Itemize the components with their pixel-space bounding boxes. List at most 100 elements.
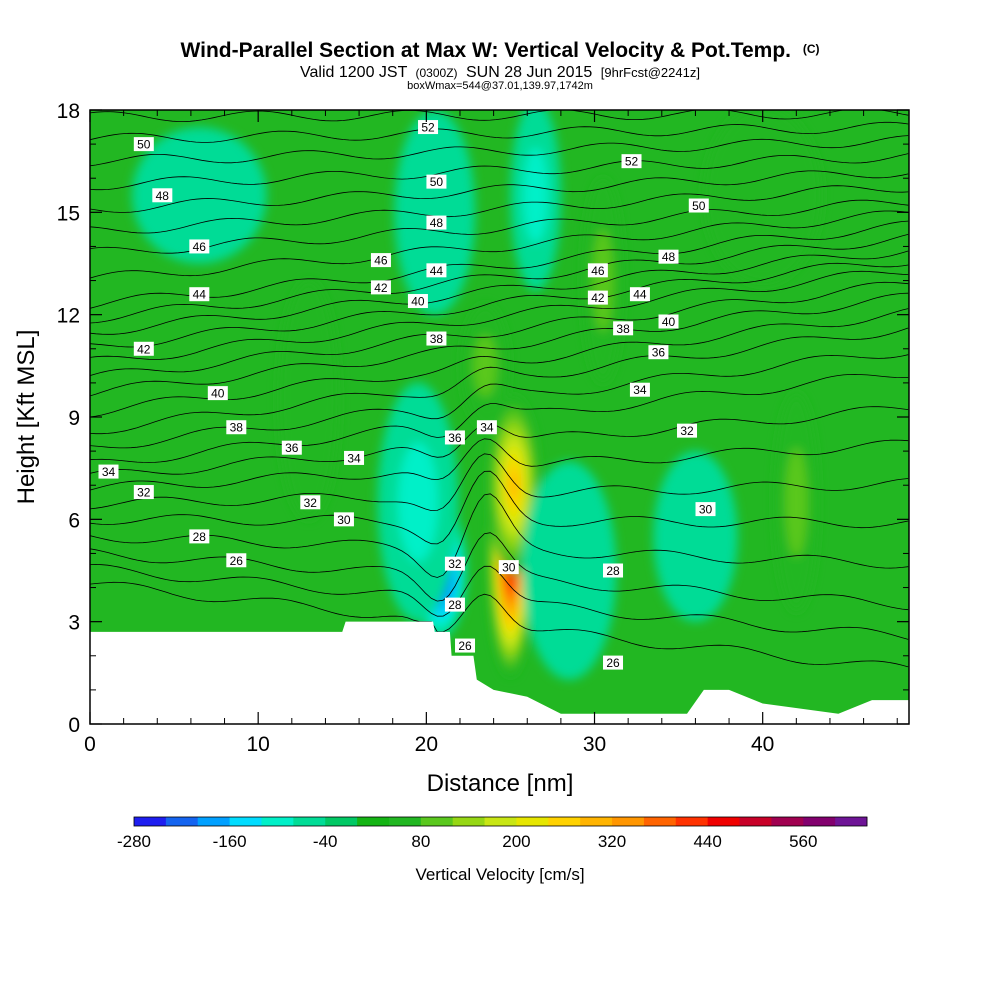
contour-label-text: 26 xyxy=(230,554,244,568)
contour-label-bg xyxy=(426,331,447,346)
contour-label-bg xyxy=(648,345,669,360)
colorbar-swatch xyxy=(134,817,167,826)
theta-contour-line xyxy=(90,234,909,324)
contour-label-bg xyxy=(226,420,247,435)
contour-label: 46 xyxy=(587,263,608,278)
theta-contour-line xyxy=(90,153,909,191)
contour-label: 36 xyxy=(648,345,669,360)
theta-contour-line xyxy=(90,453,909,512)
contour-label-bg xyxy=(613,321,634,336)
contour-label: 34 xyxy=(344,450,365,465)
contour-label-bg xyxy=(370,253,391,268)
colorbar-swatch xyxy=(739,817,772,826)
contour-label-text: 38 xyxy=(616,322,630,336)
contour-label: 28 xyxy=(603,563,624,578)
contour-label-text: 28 xyxy=(448,598,462,612)
velocity-cell xyxy=(473,335,497,397)
velocity-cell xyxy=(523,147,549,244)
velocity-cell xyxy=(703,110,822,284)
theta-contour-line xyxy=(90,581,909,668)
velocity-cell xyxy=(278,280,339,520)
contour-label-text: 34 xyxy=(633,383,647,397)
contour-label-bg xyxy=(207,386,228,401)
terrain xyxy=(90,621,909,724)
x-tick-label: 30 xyxy=(583,733,606,756)
contour-label-bg xyxy=(444,597,465,612)
contour-label: 40 xyxy=(207,386,228,401)
contour-label-text: 28 xyxy=(606,564,620,578)
contour-label-bg xyxy=(444,430,465,445)
contour-label: 32 xyxy=(300,495,321,510)
contour-label: 48 xyxy=(152,188,173,203)
contour-label-text: 44 xyxy=(430,264,444,278)
contour-label-text: 44 xyxy=(633,288,647,302)
colorbar-swatch xyxy=(165,817,199,826)
x-tick-label: 40 xyxy=(751,733,774,756)
y-tick-label: 18 xyxy=(57,100,80,123)
colorbar-tick-label: 200 xyxy=(502,832,530,851)
theta-contour-line xyxy=(90,438,909,491)
contour-label-bg xyxy=(695,502,716,517)
subtitle-valid: Valid 1200 JST xyxy=(300,64,408,81)
theta-contour-line xyxy=(90,199,909,254)
contour-label-text: 30 xyxy=(502,561,516,575)
colorbar-title: Vertical Velocity [cm/s] xyxy=(415,865,584,884)
colorbar-swatch xyxy=(516,817,549,826)
colorbar-swatch xyxy=(707,817,740,826)
contour-label-bg xyxy=(677,423,698,438)
x-axis-label: Distance [nm] xyxy=(427,770,574,797)
x-axis-ticks: 0 10 20 30 40 xyxy=(84,110,898,756)
colorbar-tick-label: -280 xyxy=(117,832,151,851)
contour-label-text: 50 xyxy=(692,199,706,213)
contour-label: 38 xyxy=(426,331,447,346)
contour-label: 34 xyxy=(476,420,497,435)
x-tick-label: 20 xyxy=(415,733,438,756)
velocity-cell xyxy=(510,472,518,498)
contour-label: 30 xyxy=(498,560,519,575)
contour-label-text: 26 xyxy=(606,656,620,670)
colorbar-swatch xyxy=(261,817,294,826)
contour-label-bg xyxy=(152,188,173,203)
contour-label-text: 42 xyxy=(591,291,605,305)
contour-label: 42 xyxy=(133,341,154,356)
contour-label-bg xyxy=(333,512,354,527)
contour-label-bg xyxy=(426,215,447,230)
contour-label-bg xyxy=(407,294,428,309)
contour-label: 50 xyxy=(426,174,447,189)
contour-label: 48 xyxy=(426,215,447,230)
contour-label-text: 32 xyxy=(680,424,694,438)
contour-label: 36 xyxy=(444,430,465,445)
contour-label: 52 xyxy=(621,154,642,169)
contour-label-text: 32 xyxy=(304,496,318,510)
colorbar-tick-label: 320 xyxy=(598,832,626,851)
contour-label-text: 40 xyxy=(662,315,676,329)
contour-label-text: 32 xyxy=(448,557,462,571)
colorbar-swatch xyxy=(420,817,454,826)
theta-contour-line xyxy=(90,210,909,279)
theta-contour-line xyxy=(90,281,909,376)
colorbar-tick-label: 80 xyxy=(411,832,430,851)
contour-label-bg xyxy=(629,287,650,302)
contour-label: 50 xyxy=(133,137,154,152)
contour-label: 32 xyxy=(677,423,698,438)
theta-contour-line xyxy=(90,406,909,475)
colorbar-swatch xyxy=(293,817,326,826)
contour-label-bg xyxy=(455,638,476,653)
contour-label-bg xyxy=(133,341,154,356)
theta-contour-line xyxy=(90,250,909,335)
colorbar-swatch xyxy=(357,817,390,826)
contour-label-text: 36 xyxy=(448,431,462,445)
velocity-cell xyxy=(394,110,476,315)
theta-contour-line xyxy=(90,135,909,167)
contour-label: 48 xyxy=(658,249,679,264)
contour-label-bg xyxy=(426,174,447,189)
theta-contour-line xyxy=(90,373,909,463)
contour-label: 40 xyxy=(407,294,428,309)
colorbar-swatch xyxy=(835,817,868,826)
contour-label: 26 xyxy=(226,553,247,568)
velocity-cell xyxy=(785,447,808,557)
x-tick-label: 10 xyxy=(246,733,269,756)
colorbar-swatch xyxy=(580,817,613,826)
y-tick-label: 15 xyxy=(57,202,80,225)
